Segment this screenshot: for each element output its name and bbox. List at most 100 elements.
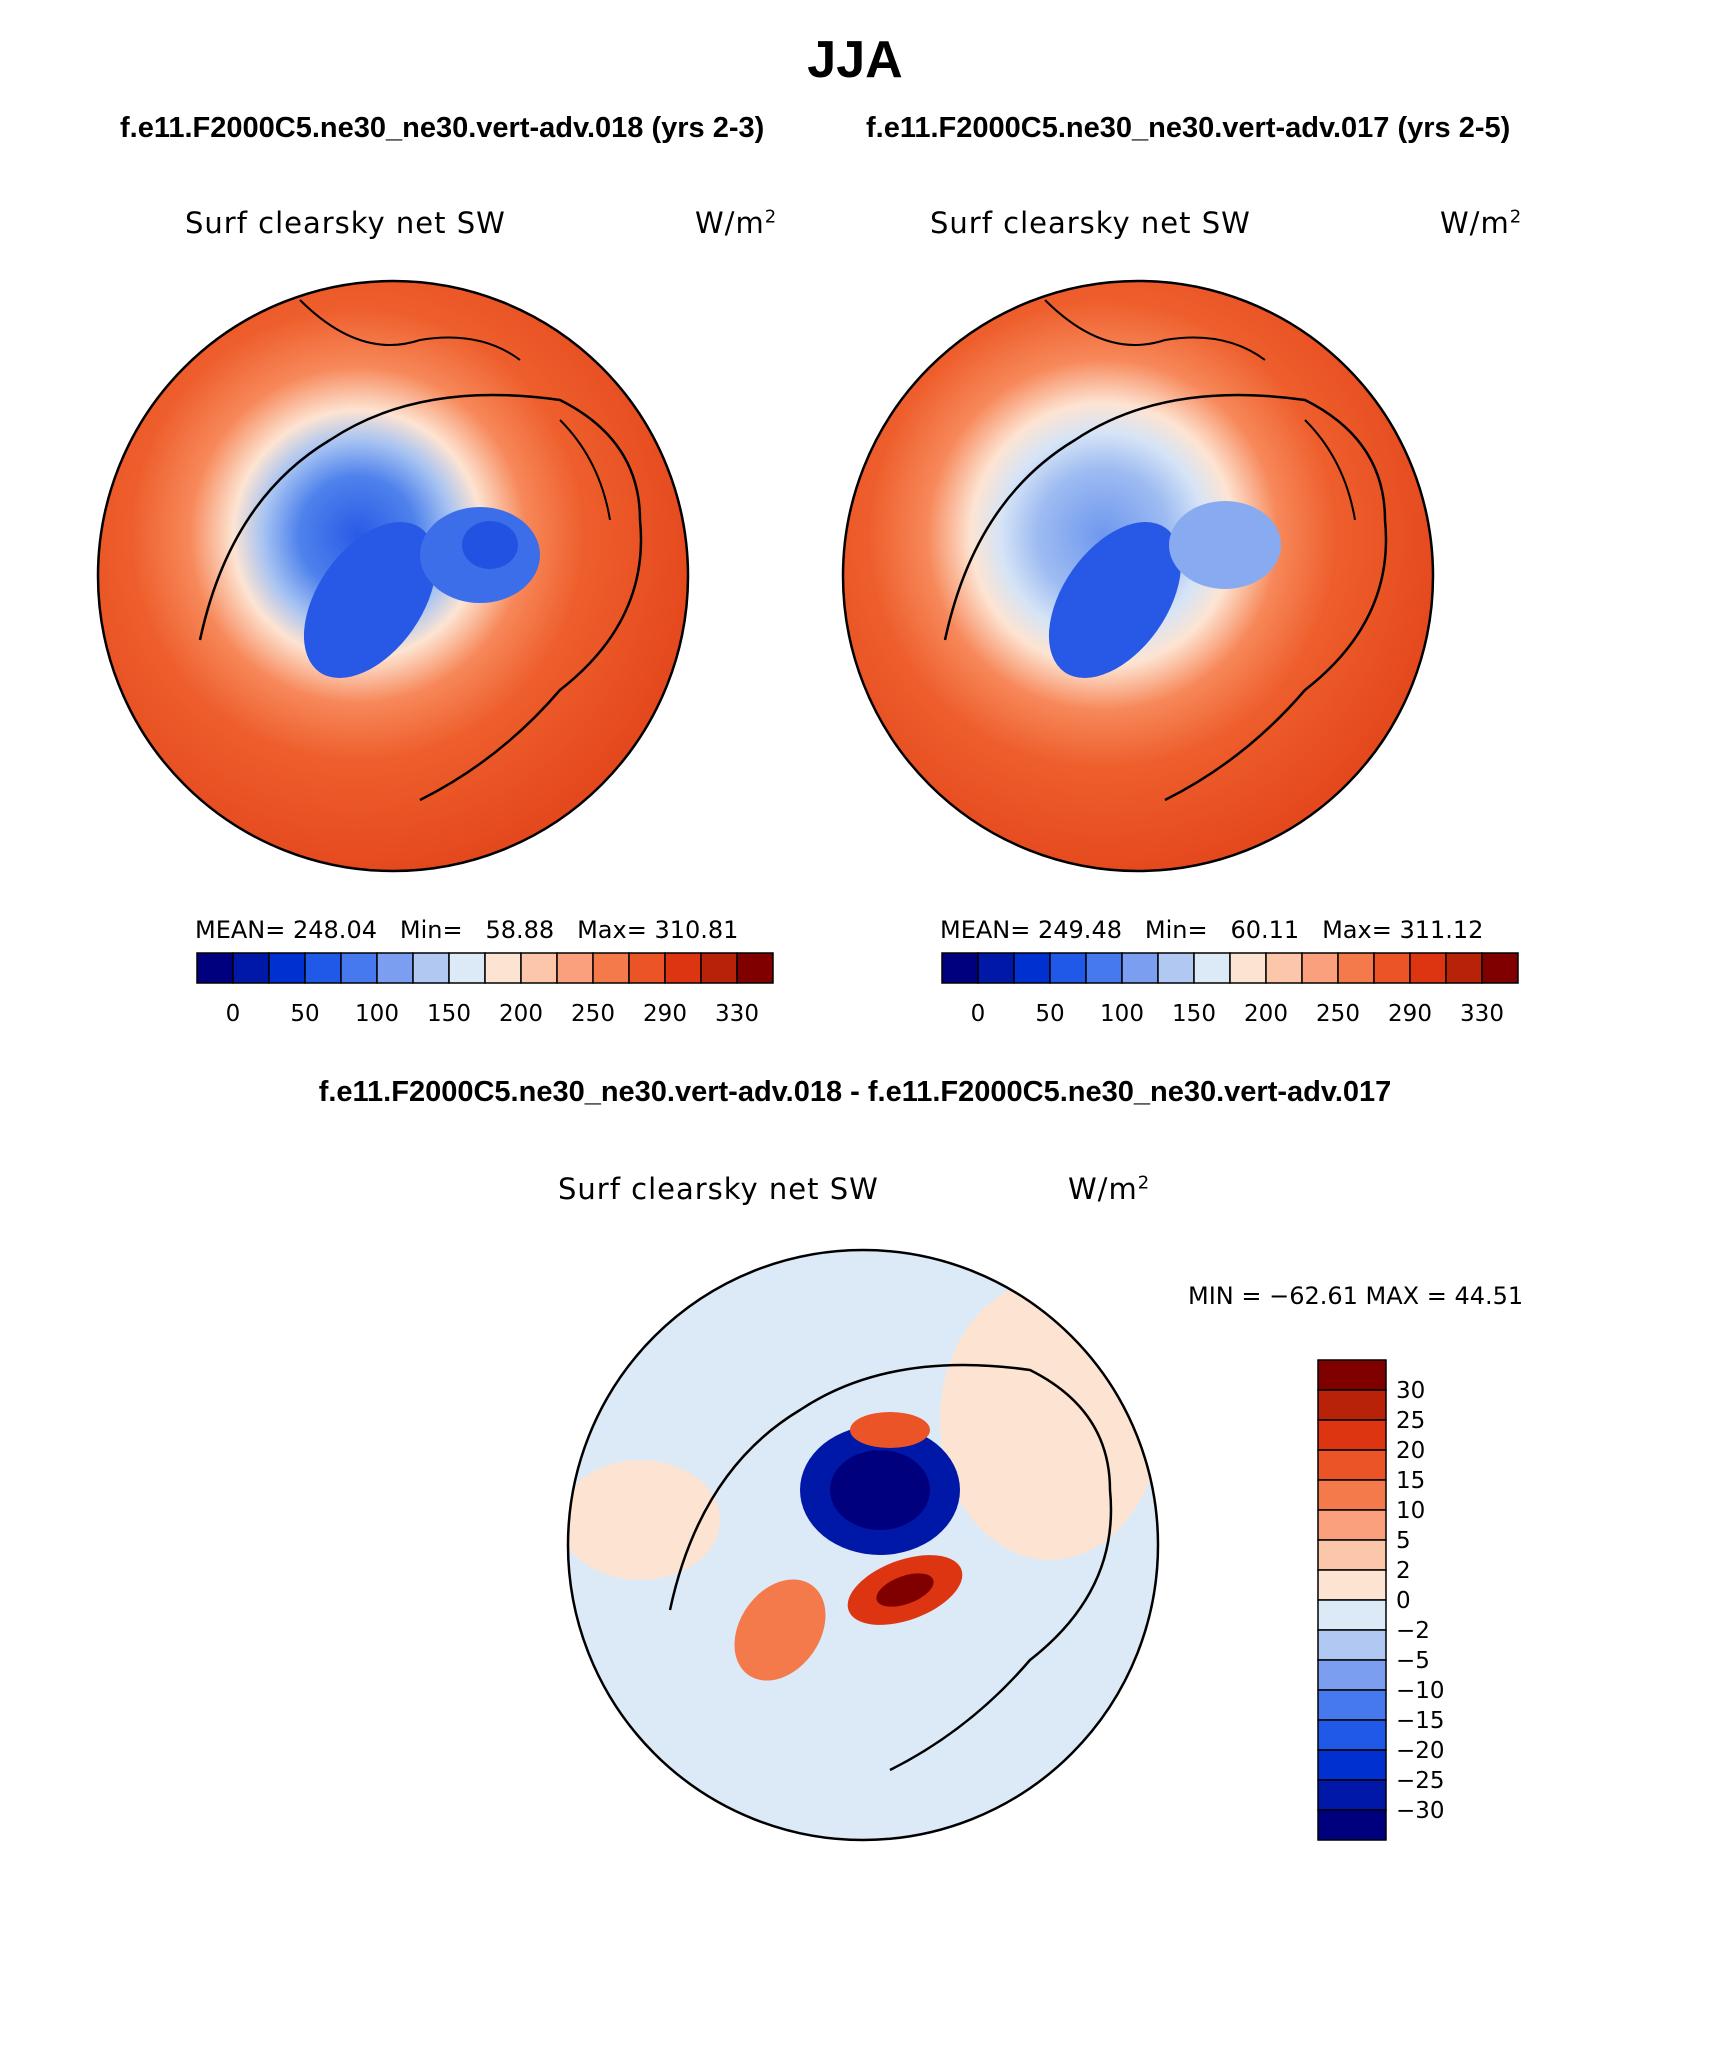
diff-colorbar-tick-label: −2 (1396, 1618, 1430, 1644)
left-map-border (96, 279, 690, 873)
right-coastline-north (1044, 299, 1356, 521)
diff-colorbar-swatch (1317, 1359, 1387, 1391)
left-variable-label: Surf clearsky net SW (185, 206, 506, 240)
diff-units-label: W/m2 (1068, 1172, 1151, 1206)
diff-negative-center (830, 1450, 930, 1530)
left-map-features (198, 299, 643, 802)
right-colorbar-swatch (1085, 952, 1123, 984)
right-colorbar-tick-label: 200 (1244, 1001, 1288, 1027)
right-colorbar-swatch (1337, 952, 1375, 984)
right-colorbar-tick-label: 0 (971, 1001, 986, 1027)
right-colorbar-swatch (941, 952, 979, 984)
left-colorbar-swatch (592, 952, 630, 984)
diff-colorbar-tick-label: 5 (1396, 1528, 1411, 1554)
diff-colorbar-swatch (1317, 1479, 1387, 1511)
right-colorbar-swatch (1301, 952, 1339, 984)
left-colorbar-swatch (484, 952, 522, 984)
diff-colorbar-tick-label: −15 (1396, 1708, 1445, 1734)
right-colorbar-swatch (1445, 952, 1483, 984)
right-colorbar-tick-label: 330 (1460, 1001, 1504, 1027)
right-colorbar-tick-label: 150 (1172, 1001, 1216, 1027)
diff-colorbar-tick-label: 25 (1396, 1408, 1425, 1434)
left-colorbar-swatch (556, 952, 594, 984)
left-stats: MEAN= 248.04 Min= 58.88 Max= 310.81 (195, 916, 739, 944)
diff-colorbar-swatch (1317, 1509, 1387, 1541)
right-colorbar-swatch (1481, 952, 1519, 984)
left-colorbar-swatch (268, 952, 306, 984)
diff-greenland-region (734, 1579, 826, 1681)
left-colorbar-swatch (520, 952, 558, 984)
right-run-label: f.e11.F2000C5.ne30_ne30.vert-adv.017 (yr… (866, 112, 1511, 144)
left-colorbar-tick-label: 290 (643, 1001, 687, 1027)
right-units-label: W/m2 (1440, 206, 1523, 240)
left-coastline-north (299, 299, 611, 521)
left-colorbar: 0 50 100 150 200 250 290 330 (196, 952, 774, 1027)
diff-colorbar-swatch (1317, 1779, 1387, 1811)
right-colorbar-swatch (1409, 952, 1447, 984)
diff-positive-north (850, 1412, 930, 1448)
diff-variable-label: Surf clearsky net SW (558, 1172, 879, 1206)
diff-positive-region-west (568, 1460, 720, 1580)
left-colorbar-tick-label: 50 (290, 1001, 319, 1027)
diff-colorbar-tick-label: 2 (1396, 1558, 1411, 1584)
left-colorbar-tick-label: 100 (355, 1001, 399, 1027)
diff-colorbar-tick-label: −5 (1396, 1648, 1430, 1674)
diff-colorbar-tick-label: 15 (1396, 1468, 1425, 1494)
left-colorbar-tick-label: 0 (226, 1001, 241, 1027)
diff-map-border (566, 1248, 1160, 1842)
difference-polar-map (566, 1248, 1160, 1842)
diff-colorbar-tick-label: −20 (1396, 1738, 1445, 1764)
left-coastline (198, 393, 643, 802)
right-colorbar-swatch (1121, 952, 1159, 984)
left-colorbar-swatch (628, 952, 666, 984)
left-run-label: f.e11.F2000C5.ne30_ne30.vert-adv.018 (yr… (120, 112, 765, 144)
left-polar-map (96, 279, 690, 873)
diff-colorbar-swatch (1317, 1749, 1387, 1781)
diff-positive-region-east (940, 1280, 1158, 1560)
right-colorbar-tick-label: 100 (1100, 1001, 1144, 1027)
left-colorbar-swatch (448, 952, 486, 984)
diff-colorbar-swatch (1317, 1719, 1387, 1751)
right-greenland-region (1048, 521, 1182, 679)
right-colorbar-swatch (1157, 952, 1195, 984)
diff-colorbar-swatch (1317, 1569, 1387, 1601)
diff-colorbar-swatch (1317, 1449, 1387, 1481)
left-colorbar-swatch (700, 952, 738, 984)
left-greenland-region (303, 521, 437, 679)
diff-colorbar-swatch (1317, 1539, 1387, 1571)
diff-colorbar-tick-label: −10 (1396, 1678, 1445, 1704)
left-colorbar-swatch (412, 952, 450, 984)
right-colorbar-tick-label: 50 (1035, 1001, 1064, 1027)
left-colorbar-tick-label: 250 (571, 1001, 615, 1027)
right-colorbar: 0 50 100 150 200 250 290 330 (941, 952, 1519, 1027)
left-units-label: W/m2 (695, 206, 778, 240)
diff-colorbar-tick-label: 30 (1396, 1378, 1425, 1404)
right-colorbar-swatch (1265, 952, 1303, 984)
right-coastline (943, 393, 1388, 802)
left-colorbar-tick-label: 200 (499, 1001, 543, 1027)
right-colorbar-tick-label: 290 (1388, 1001, 1432, 1027)
left-colorbar-swatch (664, 952, 702, 984)
diff-colorbar-swatch (1317, 1419, 1387, 1451)
left-colorbar-swatch (340, 952, 378, 984)
diff-colorbar-tick-label: −25 (1396, 1768, 1445, 1794)
diff-colorbar-swatch (1317, 1599, 1387, 1631)
diff-positive-center (876, 1573, 934, 1607)
right-colorbar-swatch (1013, 952, 1051, 984)
left-colorbar-swatch (376, 952, 414, 984)
diff-colorbar-swatch (1317, 1809, 1387, 1841)
left-colorbar-swatch (196, 952, 234, 984)
left-colorbar-tick-label: 330 (715, 1001, 759, 1027)
right-stats: MEAN= 249.48 Min= 60.11 Max= 311.12 (940, 916, 1484, 944)
left-colorbar-swatch (304, 952, 342, 984)
right-colorbar-swatch (977, 952, 1015, 984)
right-colorbar-tick-label: 250 (1316, 1001, 1360, 1027)
diff-colorbar-tick-label: 10 (1396, 1498, 1425, 1524)
diff-minmax-label: MIN = −62.61 MAX = 44.51 (1188, 1282, 1524, 1310)
diff-colorbar-swatch (1317, 1659, 1387, 1691)
right-polar-map (841, 279, 1435, 873)
right-variable-label: Surf clearsky net SW (930, 206, 1251, 240)
diff-colorbar-swatch (1317, 1689, 1387, 1721)
